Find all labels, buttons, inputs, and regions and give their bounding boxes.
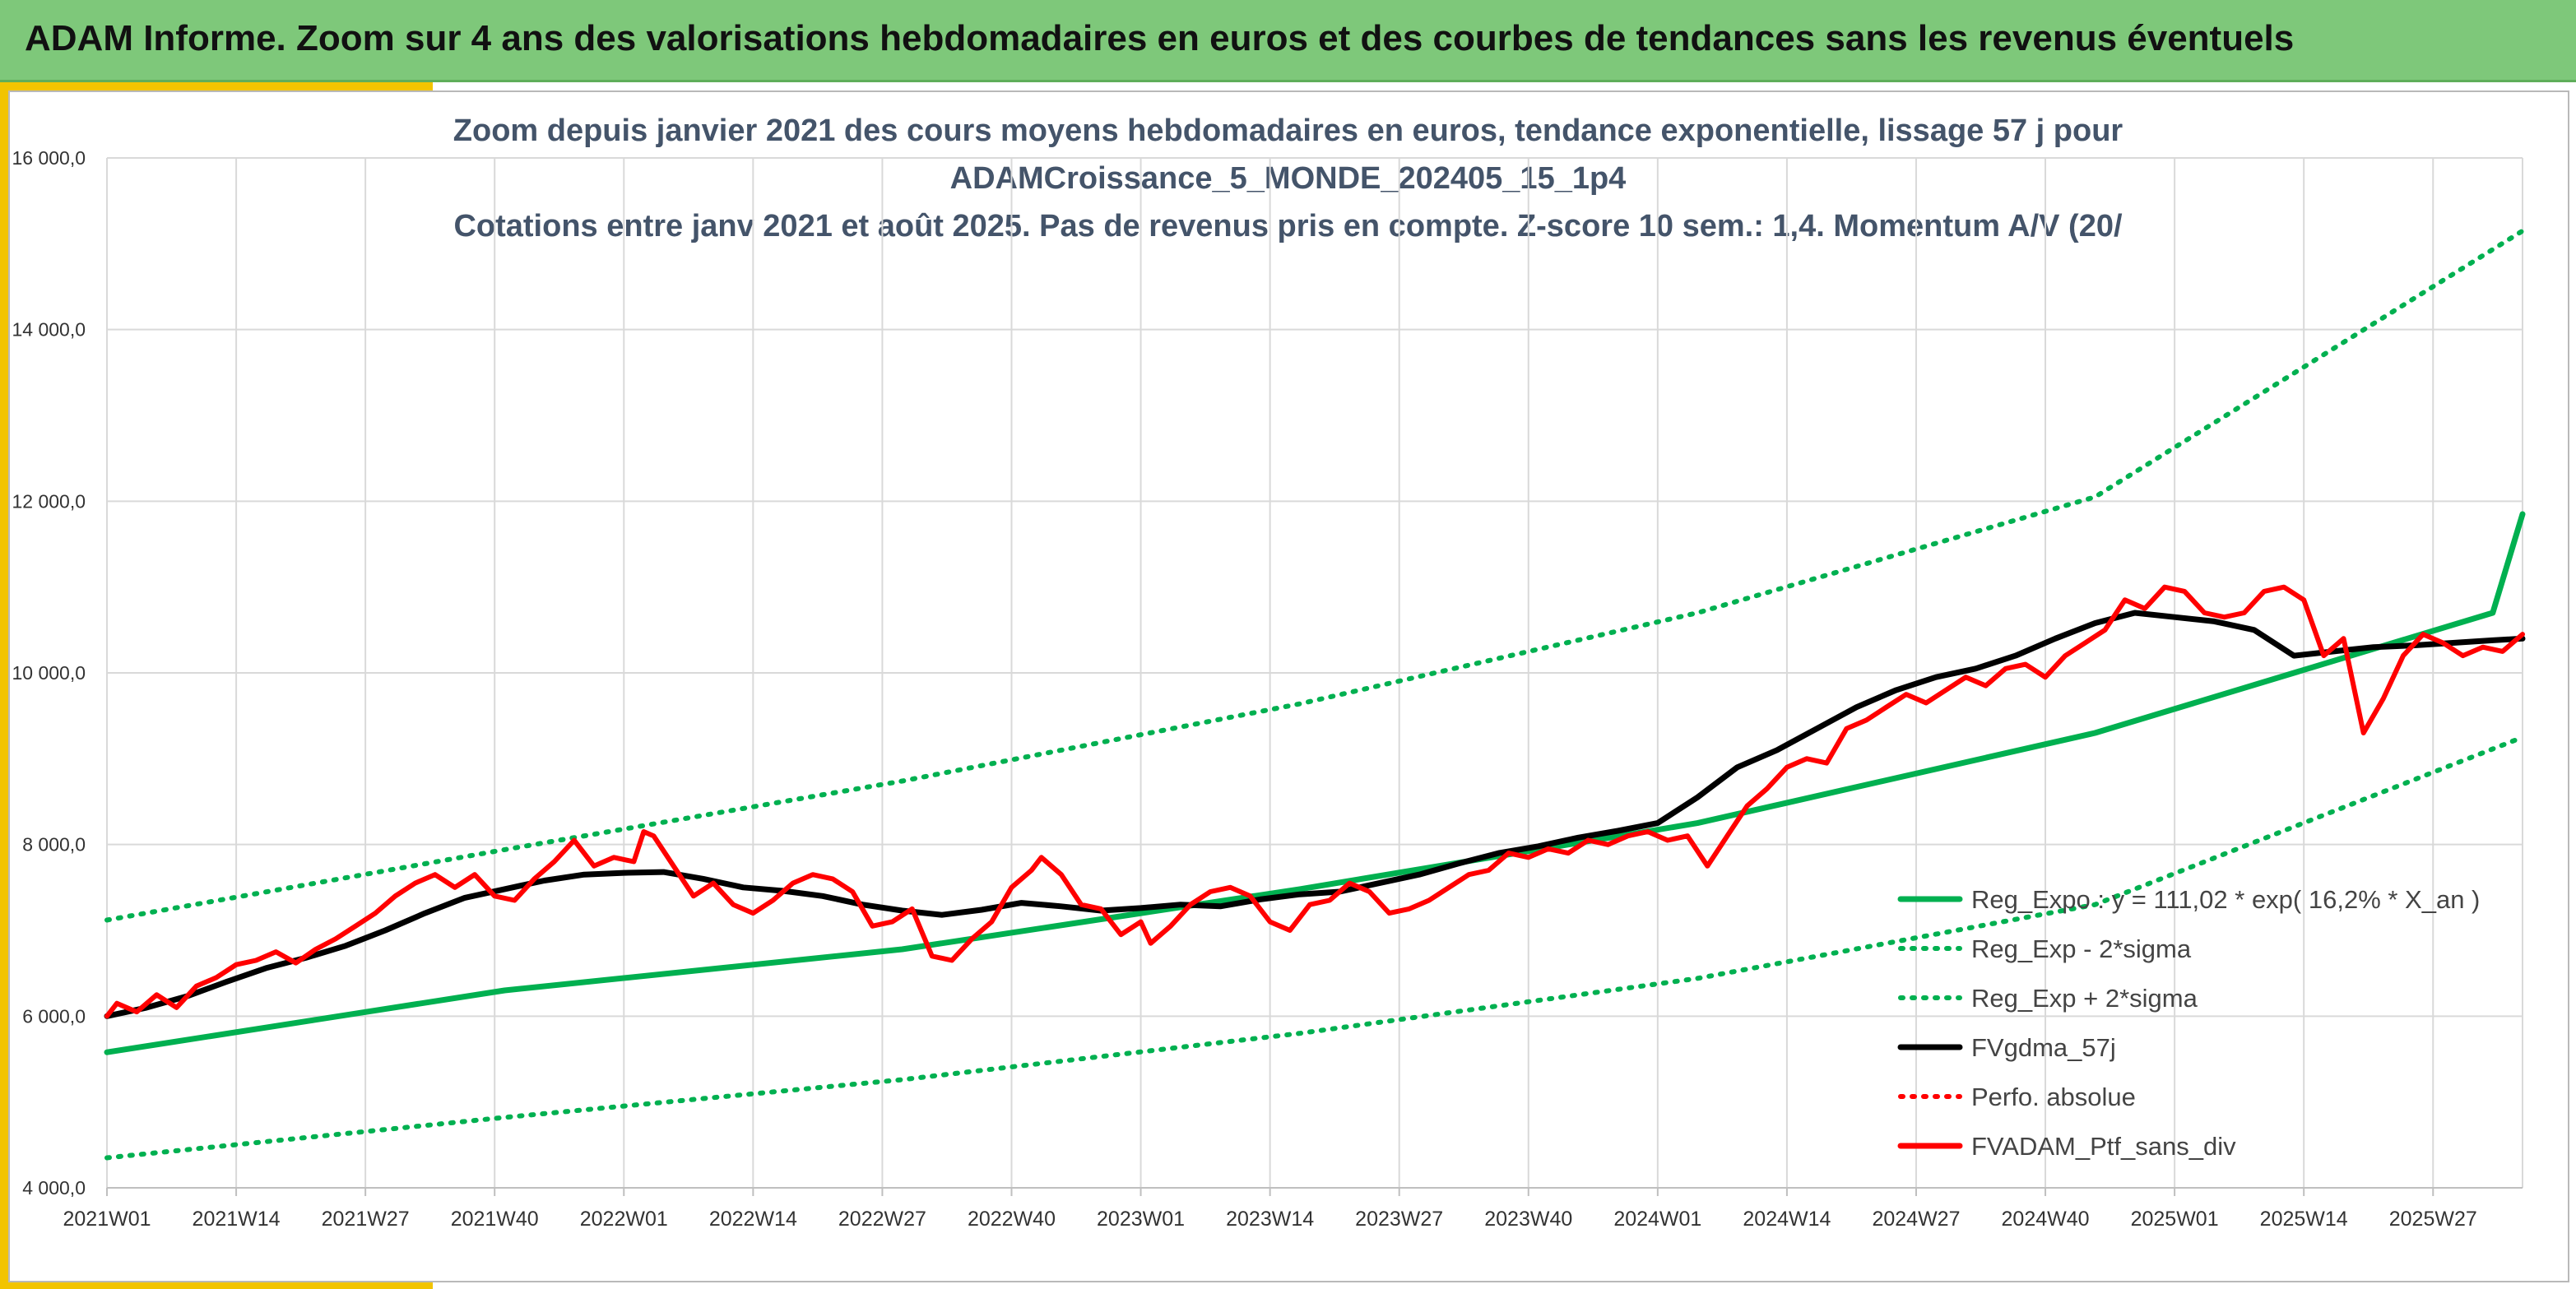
header-bar: ADAM Informe. Zoom sur 4 ans des valoris…: [0, 0, 2576, 82]
y-tick-label: 4 000,0: [22, 1177, 86, 1199]
x-tick-label: 2023W14: [1226, 1208, 1314, 1231]
y-tick-label: 14 000,0: [12, 319, 86, 341]
x-tick-label: 2024W14: [1743, 1208, 1831, 1231]
y-tick-label: 16 000,0: [12, 147, 86, 169]
x-tick-label: 2021W27: [322, 1208, 410, 1231]
x-tick-label: 2021W40: [451, 1208, 539, 1231]
x-tick-label: 2023W40: [1484, 1208, 1572, 1231]
x-tick-label: 2023W01: [1097, 1208, 1185, 1231]
accent-bar-left: [0, 82, 8, 1289]
x-tick-label: 2023W27: [1355, 1208, 1443, 1231]
x-tick-label: 2024W27: [1872, 1208, 1960, 1231]
series-line-fvgdma-57j: [104, 610, 2526, 1019]
legend-label: FVgdma_57j: [1971, 1033, 2116, 1062]
chart-title-line-1: Zoom depuis janvier 2021 des cours moyen…: [453, 114, 2123, 148]
y-tick-label: 6 000,0: [22, 1005, 86, 1027]
x-tick-label: 2025W01: [2131, 1208, 2219, 1231]
series-line-reg-exp-2-sigma: [104, 735, 2525, 1161]
series-line-reg-expo-y-111-02-exp-16-2-x-an-: [104, 511, 2526, 1055]
x-tick-label: 2021W14: [193, 1208, 281, 1231]
chart-area: [8, 90, 2569, 1282]
chart-title-line-2: ADAMCroissance_5_MONDE_202405_15_1p4: [949, 161, 1627, 196]
x-tick-label: 2021W01: [63, 1208, 151, 1231]
accent-bar-top: [0, 82, 433, 90]
x-tick-label: 2024W40: [2002, 1208, 2090, 1231]
legend-label: Perfo. absolue: [1971, 1083, 2136, 1111]
legend-label: Reg_Exp + 2*sigma: [1971, 984, 2198, 1013]
series-line-reg-exp-2-sigma: [104, 228, 2525, 923]
y-tick-label: 8 000,0: [22, 834, 86, 855]
y-tick-label: 10 000,0: [12, 662, 86, 684]
chart-title-line-3: Cotations entre janv 2021 et août 2025. …: [453, 209, 2123, 243]
legend-label: Reg_Exp - 2*sigma: [1971, 934, 2192, 963]
legend-label: FVADAM_Ptf_sans_div: [1971, 1132, 2236, 1161]
legend-label: Reg_Expo : y = 111,02 * exp( 16,2% * X_a…: [1971, 885, 2480, 914]
x-tick-label: 2024W01: [1613, 1208, 1701, 1231]
x-tick-label: 2025W27: [2389, 1208, 2477, 1231]
x-tick-label: 2022W14: [709, 1208, 797, 1231]
x-tick-label: 2025W14: [2260, 1208, 2348, 1231]
x-tick-label: 2022W27: [838, 1208, 926, 1231]
x-tick-label: 2022W40: [968, 1208, 1056, 1231]
x-tick-label: 2022W01: [580, 1208, 668, 1231]
y-tick-label: 12 000,0: [12, 490, 86, 512]
series-line-fvadam-ptf-sans-div: [104, 584, 2525, 1019]
page-title: ADAM Informe. Zoom sur 4 ans des valoris…: [25, 18, 2295, 58]
